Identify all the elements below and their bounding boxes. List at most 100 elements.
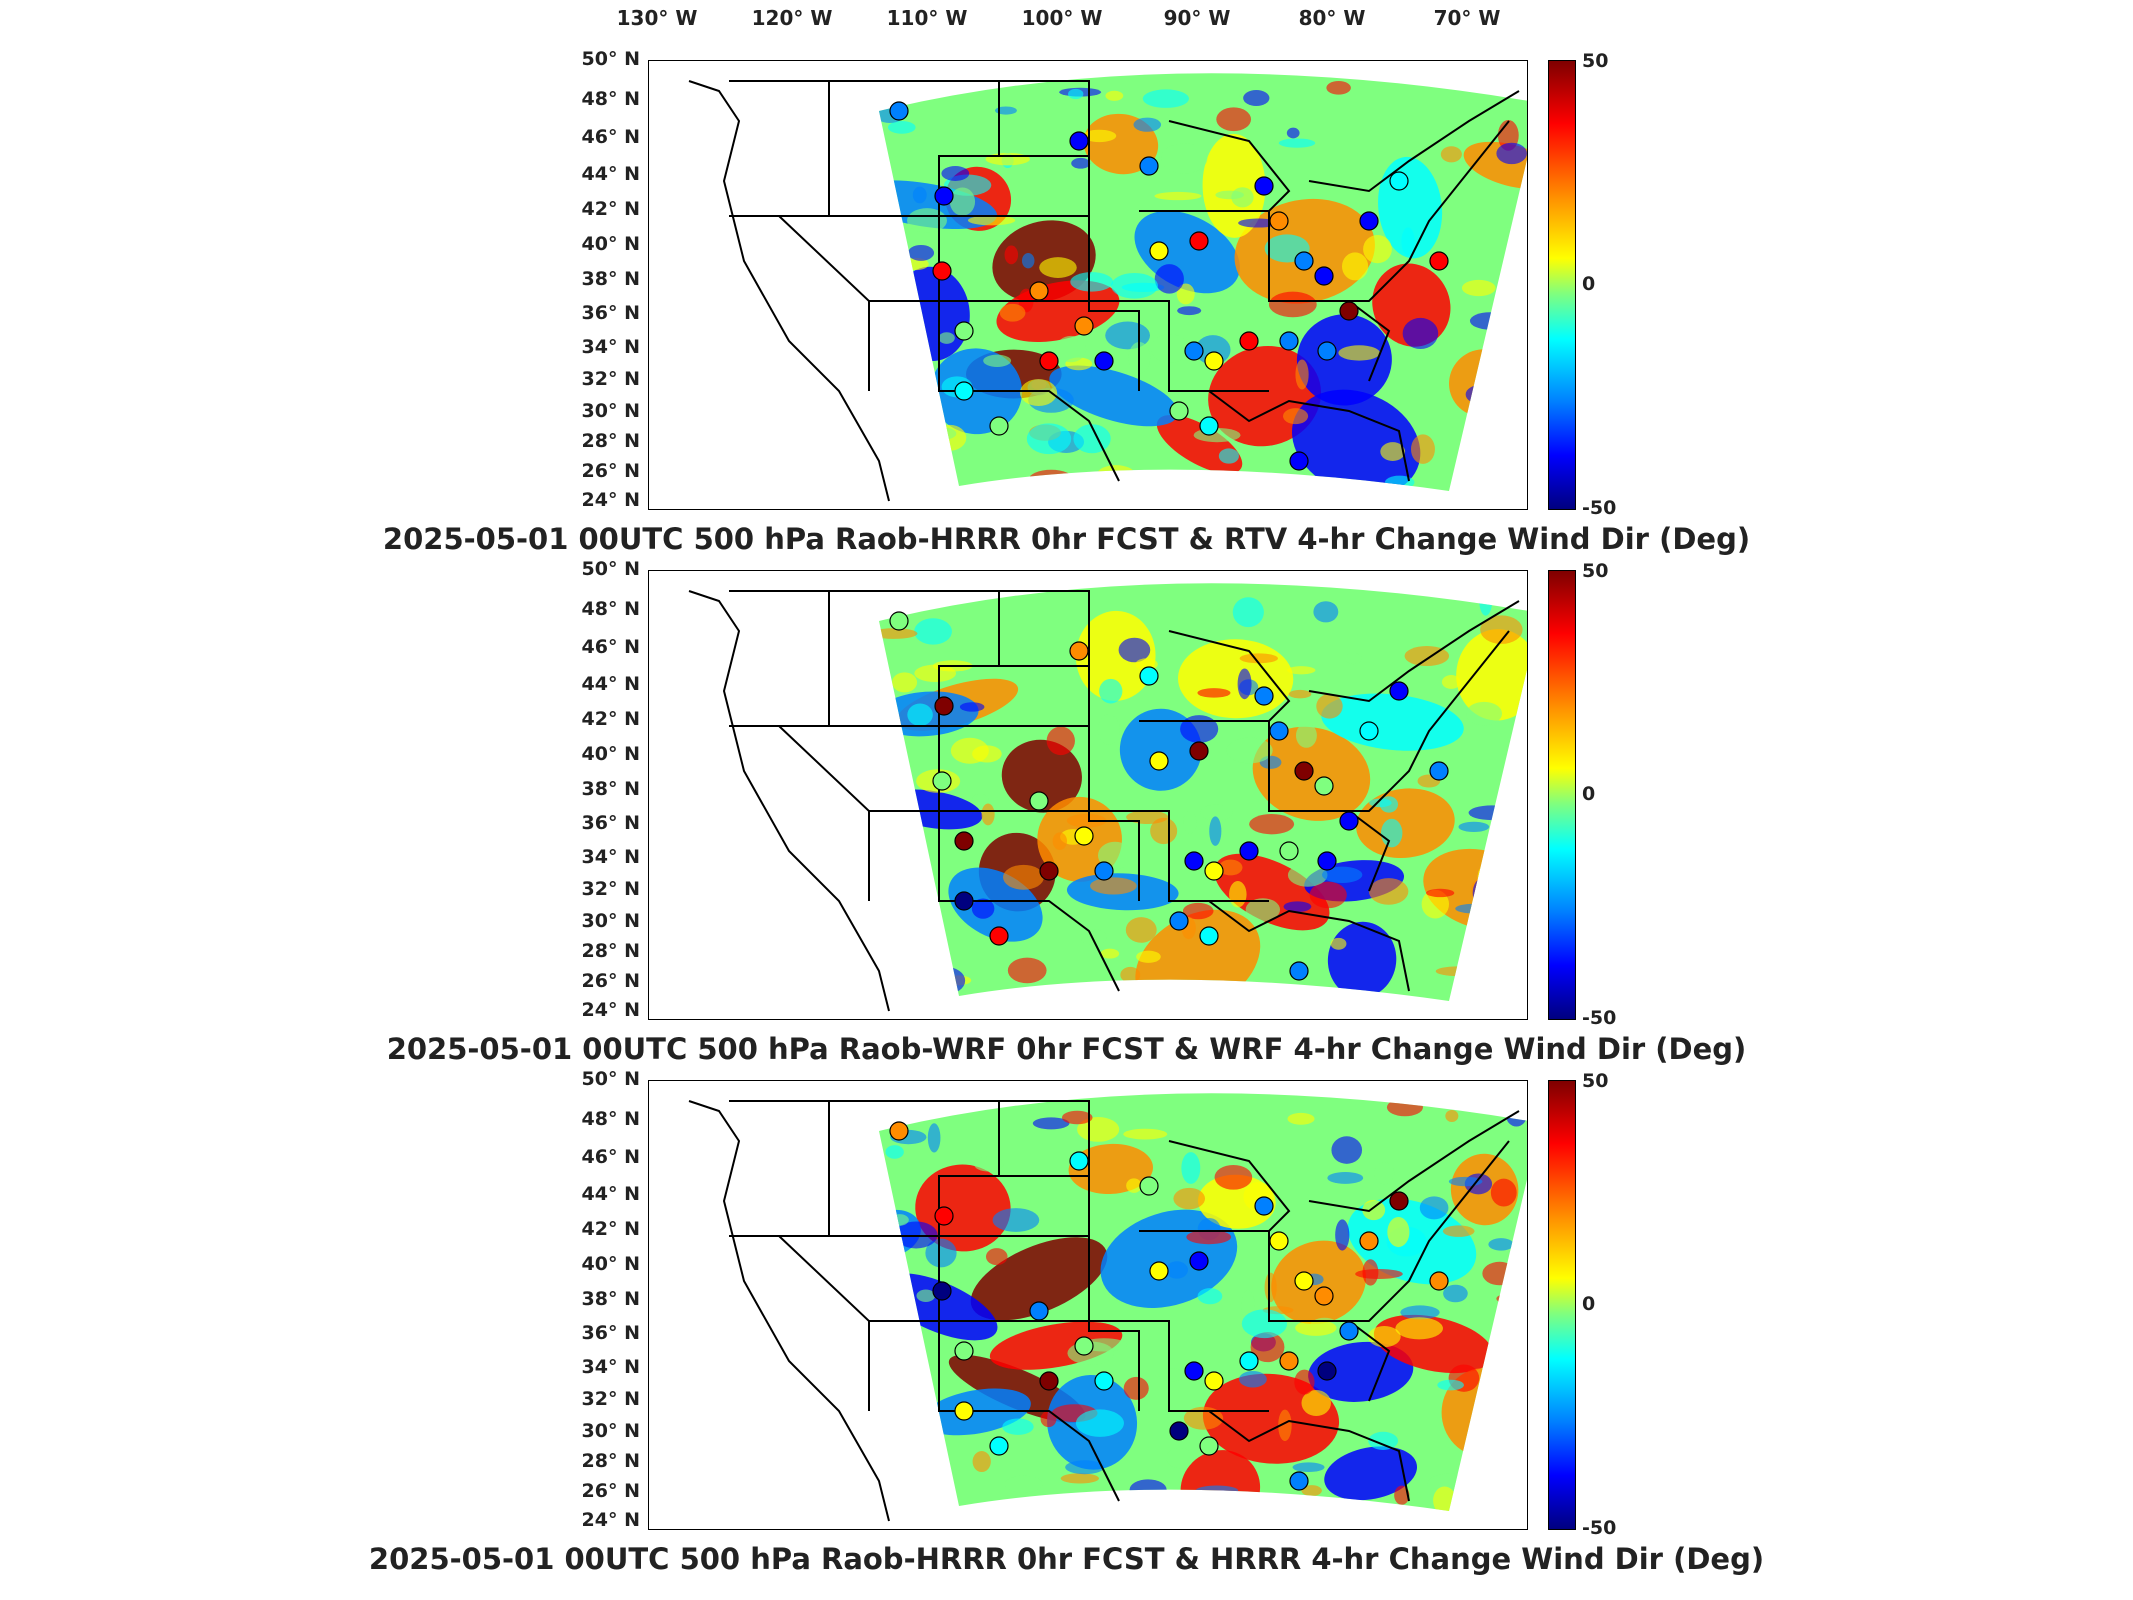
lat-tick: 44° N xyxy=(581,1183,640,1205)
field-speckle xyxy=(938,332,955,344)
raob-station-marker xyxy=(1429,251,1449,271)
field-speckle xyxy=(1466,421,1486,433)
field-speckle xyxy=(1154,191,1202,201)
raob-station-marker xyxy=(1289,1471,1309,1491)
field-speckle xyxy=(1466,701,1503,726)
lat-tick: 26° N xyxy=(581,460,640,482)
boundary-line xyxy=(1049,810,1269,902)
raob-station-marker xyxy=(1184,1361,1204,1381)
field-speckle xyxy=(907,703,933,726)
field-speckle xyxy=(1007,957,1047,984)
field-speckle xyxy=(1218,859,1243,876)
lat-tick: 50° N xyxy=(581,48,640,70)
boundary-line xyxy=(1208,390,1410,482)
field-speckle xyxy=(1080,929,1107,946)
raob-station-marker xyxy=(1039,351,1059,371)
field-speckle xyxy=(1387,1216,1410,1248)
chart-panel-3: 50° N 48° N 46° N 44° N 42° N 40° N 38° N 36° N… xyxy=(0,1068,2133,1580)
lat-tick: 30° N xyxy=(581,910,640,932)
field-speckle xyxy=(1237,668,1252,700)
boundary-line xyxy=(1208,1410,1410,1502)
raob-station-marker xyxy=(934,696,954,716)
boundary-line xyxy=(1308,1110,1520,1213)
field-blob xyxy=(1463,141,1527,190)
raob-station-marker xyxy=(1359,1231,1379,1251)
raob-station-marker xyxy=(1314,1286,1334,1306)
field-speckle xyxy=(1355,1268,1403,1279)
field-speckle xyxy=(1239,1370,1267,1388)
chart-panel-2: 50° N 48° N 46° N 44° N 42° N 40° N 38° N 36° N… xyxy=(0,558,2133,1070)
raob-station-marker xyxy=(889,611,909,631)
lat-tick: 46° N xyxy=(581,126,640,148)
field-speckle xyxy=(1292,1462,1325,1473)
raob-station-marker xyxy=(1429,761,1449,781)
raob-station-marker xyxy=(1294,251,1314,271)
lat-tick: 32° N xyxy=(581,368,640,390)
boundary-line xyxy=(688,590,890,1012)
field-speckle xyxy=(1026,423,1072,455)
boundary-line xyxy=(1208,900,1410,992)
field-speckle xyxy=(1287,863,1328,887)
field-blob xyxy=(1296,314,1392,406)
field-speckle xyxy=(1158,1368,1184,1382)
boundary-line xyxy=(1088,81,1140,391)
field-speckle xyxy=(1243,90,1270,106)
boundary-line xyxy=(729,590,830,727)
boundary-line xyxy=(1348,1320,1391,1402)
colorbar-mid-label: 0 xyxy=(1582,783,1596,805)
field-speckle xyxy=(1484,355,1526,378)
raob-station-marker xyxy=(889,101,909,121)
field-speckle xyxy=(981,803,995,826)
field-speckle xyxy=(1046,726,1075,756)
map-svg xyxy=(688,1093,1527,1522)
field-blob xyxy=(1456,629,1527,721)
lat-tick: 50° N xyxy=(581,1068,640,1090)
field-speckle xyxy=(927,427,957,440)
raob-station-marker xyxy=(1389,681,1409,701)
field-speckle xyxy=(1437,1379,1464,1391)
longitude-axis: 130° W 120° W 110° W 100° W 90° W 80° W … xyxy=(0,0,2133,40)
map-svg xyxy=(688,73,1527,502)
lat-tick: 46° N xyxy=(581,1146,640,1168)
field-speckle xyxy=(1419,1196,1449,1220)
raob-station-marker xyxy=(1269,721,1289,741)
field-speckle xyxy=(949,187,976,216)
field-speckle xyxy=(1458,821,1490,832)
colorbar xyxy=(1548,1080,1576,1530)
field-speckle xyxy=(1186,1229,1232,1245)
field-speckle xyxy=(1380,818,1403,848)
boundary-line xyxy=(1049,1320,1269,1412)
raob-station-marker xyxy=(1317,1361,1337,1381)
field-speckle xyxy=(1176,283,1195,305)
field-speckle xyxy=(1386,1098,1423,1117)
raob-station-marker xyxy=(954,1341,974,1361)
raob-station-marker xyxy=(1317,851,1337,871)
field-speckle xyxy=(1216,107,1252,132)
field-speckle xyxy=(1330,937,1347,950)
field-speckle xyxy=(1295,359,1309,390)
raob-station-marker xyxy=(1184,851,1204,871)
field-speckle xyxy=(1077,1117,1120,1142)
map-plot-area xyxy=(648,570,1528,1020)
field-speckle xyxy=(1479,919,1526,952)
colorbar xyxy=(1548,60,1576,510)
raob-station-marker xyxy=(932,1281,952,1301)
field-speckle xyxy=(1129,1479,1167,1501)
field-speckle xyxy=(1150,817,1178,845)
field-speckle xyxy=(1341,252,1369,281)
raob-station-marker xyxy=(1029,791,1049,811)
field-speckle xyxy=(1295,1319,1337,1336)
raob-station-marker xyxy=(1029,281,1049,301)
boundary-line xyxy=(1269,1140,1510,1322)
lat-tick: 40° N xyxy=(581,1253,640,1275)
field-speckle xyxy=(925,1238,957,1268)
lat-tick: 48° N xyxy=(581,598,640,620)
raob-station-marker xyxy=(1074,826,1094,846)
field-speckle xyxy=(1061,1110,1093,1125)
field-speckle xyxy=(1469,312,1510,330)
field-speckle xyxy=(914,618,952,645)
raob-station-marker xyxy=(1094,351,1114,371)
map-plot-area xyxy=(648,60,1528,510)
boundary-line xyxy=(1168,120,1291,212)
field-speckle xyxy=(1287,1112,1315,1125)
